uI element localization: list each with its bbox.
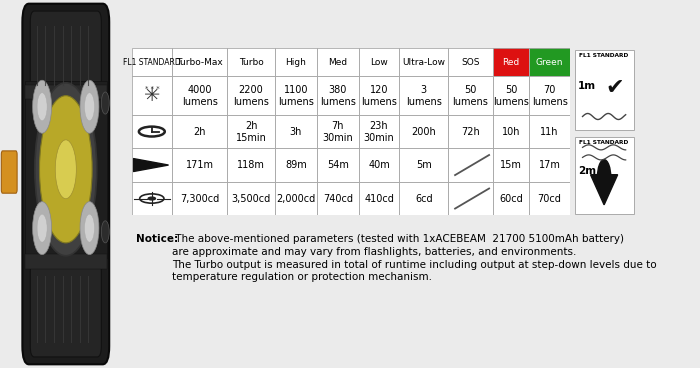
Circle shape bbox=[39, 96, 92, 243]
Text: 70cd: 70cd bbox=[538, 194, 561, 204]
FancyBboxPatch shape bbox=[25, 85, 106, 99]
Polygon shape bbox=[591, 175, 617, 205]
Circle shape bbox=[33, 80, 52, 133]
Text: 740cd: 740cd bbox=[323, 194, 353, 204]
Text: Ultra-Low: Ultra-Low bbox=[402, 57, 445, 67]
Text: 89m: 89m bbox=[285, 160, 307, 170]
Text: 3,500cd: 3,500cd bbox=[232, 194, 271, 204]
Text: 7h
30min: 7h 30min bbox=[323, 121, 354, 142]
FancyBboxPatch shape bbox=[493, 48, 529, 76]
Circle shape bbox=[35, 83, 97, 256]
Text: 200h: 200h bbox=[412, 127, 436, 137]
Text: 410cd: 410cd bbox=[364, 194, 394, 204]
Text: 118m: 118m bbox=[237, 160, 265, 170]
FancyBboxPatch shape bbox=[575, 50, 634, 130]
Text: 23h
30min: 23h 30min bbox=[363, 121, 394, 142]
FancyBboxPatch shape bbox=[25, 81, 106, 258]
Text: 4000
lumens: 4000 lumens bbox=[182, 85, 218, 106]
Text: 6cd: 6cd bbox=[415, 194, 433, 204]
Circle shape bbox=[102, 92, 109, 114]
FancyBboxPatch shape bbox=[529, 48, 570, 76]
Text: 2h
15min: 2h 15min bbox=[236, 121, 267, 142]
Polygon shape bbox=[134, 159, 169, 171]
Text: 50
lumens: 50 lumens bbox=[453, 85, 489, 106]
FancyBboxPatch shape bbox=[1, 151, 17, 193]
Text: 7,300cd: 7,300cd bbox=[180, 194, 219, 204]
Text: ✔: ✔ bbox=[606, 78, 624, 98]
Text: 171m: 171m bbox=[186, 160, 214, 170]
Circle shape bbox=[148, 197, 155, 200]
FancyBboxPatch shape bbox=[30, 11, 101, 99]
Circle shape bbox=[597, 160, 611, 197]
Text: Med: Med bbox=[328, 57, 347, 67]
Text: 120
lumens: 120 lumens bbox=[361, 85, 397, 106]
FancyBboxPatch shape bbox=[317, 48, 359, 76]
Text: 11h: 11h bbox=[540, 127, 559, 137]
Text: 72h: 72h bbox=[461, 127, 480, 137]
Text: SOS: SOS bbox=[461, 57, 480, 67]
Text: 60cd: 60cd bbox=[499, 194, 523, 204]
Text: FL1 STANDARD: FL1 STANDARD bbox=[580, 53, 629, 58]
Circle shape bbox=[37, 214, 47, 242]
Text: Low: Low bbox=[370, 57, 388, 67]
Text: The above-mentioned parameters (tested with 1xACEBEAM  21700 5100mAh battery)
ar: The above-mentioned parameters (tested w… bbox=[172, 234, 657, 282]
Text: 3h: 3h bbox=[290, 127, 302, 137]
FancyBboxPatch shape bbox=[25, 254, 106, 269]
FancyBboxPatch shape bbox=[575, 137, 634, 213]
Text: 15m: 15m bbox=[500, 160, 522, 170]
Text: Red: Red bbox=[503, 57, 519, 67]
FancyBboxPatch shape bbox=[132, 48, 570, 215]
Text: 2h: 2h bbox=[193, 127, 206, 137]
Text: 10h: 10h bbox=[502, 127, 520, 137]
FancyBboxPatch shape bbox=[359, 48, 399, 76]
Text: 2,000cd: 2,000cd bbox=[276, 194, 316, 204]
Circle shape bbox=[33, 202, 52, 255]
FancyBboxPatch shape bbox=[275, 48, 317, 76]
FancyBboxPatch shape bbox=[449, 48, 493, 76]
Text: Notice:: Notice: bbox=[136, 234, 178, 244]
Text: Green: Green bbox=[536, 57, 564, 67]
Text: 2m: 2m bbox=[578, 166, 596, 176]
Circle shape bbox=[102, 221, 109, 243]
Circle shape bbox=[37, 93, 47, 121]
FancyBboxPatch shape bbox=[30, 261, 101, 357]
Text: 1100
lumens: 1100 lumens bbox=[278, 85, 314, 106]
Text: ✳: ✳ bbox=[144, 86, 160, 105]
Text: * * *: * * * bbox=[144, 86, 159, 92]
FancyBboxPatch shape bbox=[228, 48, 275, 76]
Text: 50
lumens: 50 lumens bbox=[493, 85, 529, 106]
Circle shape bbox=[85, 214, 95, 242]
FancyBboxPatch shape bbox=[22, 4, 109, 364]
Circle shape bbox=[55, 140, 76, 199]
Text: Turbo: Turbo bbox=[239, 57, 263, 67]
Text: 70
lumens: 70 lumens bbox=[531, 85, 568, 106]
FancyBboxPatch shape bbox=[172, 48, 228, 76]
Circle shape bbox=[80, 80, 99, 133]
Circle shape bbox=[80, 202, 99, 255]
Text: 1m: 1m bbox=[578, 81, 596, 91]
Text: 40m: 40m bbox=[368, 160, 390, 170]
Text: 380
lumens: 380 lumens bbox=[320, 85, 356, 106]
Text: High: High bbox=[286, 57, 307, 67]
Text: FL1 STANDARD: FL1 STANDARD bbox=[123, 57, 181, 67]
Text: Turbo-Max: Turbo-Max bbox=[176, 57, 223, 67]
Text: 54m: 54m bbox=[327, 160, 349, 170]
Text: 17m: 17m bbox=[538, 160, 561, 170]
Circle shape bbox=[85, 93, 95, 121]
FancyBboxPatch shape bbox=[399, 48, 449, 76]
Text: 5m: 5m bbox=[416, 160, 432, 170]
Text: 3
lumens: 3 lumens bbox=[406, 85, 442, 106]
Text: 2200
lumens: 2200 lumens bbox=[233, 85, 269, 106]
Text: FL1 STANDARD: FL1 STANDARD bbox=[580, 140, 629, 145]
